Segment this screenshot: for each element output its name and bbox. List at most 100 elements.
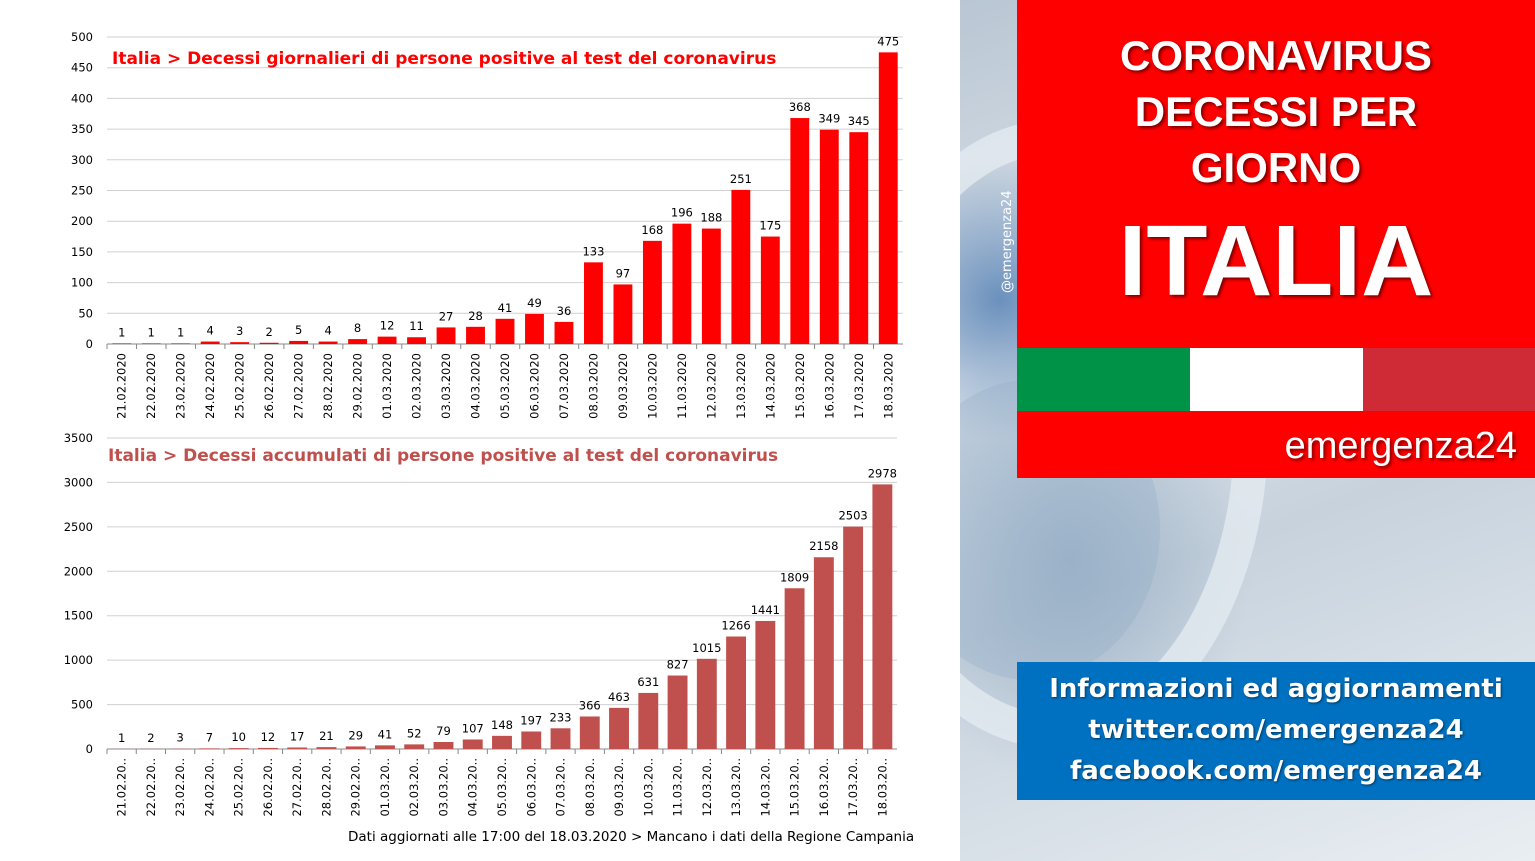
x-tick-label: 02.03.20.. (407, 758, 421, 817)
x-tick-label: 10.03.20.. (641, 758, 655, 817)
x-tick-label: 06.03.2020 (527, 353, 541, 419)
data-label: 29 (348, 728, 363, 742)
bar (289, 340, 309, 344)
data-label: 12 (261, 730, 276, 744)
x-tick-label: 08.03.2020 (586, 353, 600, 419)
data-label: 1441 (751, 603, 780, 617)
charts-panel: 0 50 100 150 200 250 300 350 400 450 500 1 21.02.202… (63, 30, 915, 845)
bar (819, 129, 839, 344)
data-label: 168 (641, 223, 663, 237)
data-label: 2 (147, 731, 154, 745)
bar (579, 716, 600, 749)
y-tick-label: 100 (71, 276, 93, 290)
data-label: 107 (462, 721, 484, 735)
y-tick-label: 250 (71, 184, 93, 198)
bar (407, 337, 426, 344)
x-tick-label: 24.02.20.. (202, 758, 216, 817)
x-tick-label: 01.03.20.. (378, 758, 392, 817)
bar (171, 343, 191, 344)
headline-line-1: CORONAVIRUS (1120, 32, 1432, 79)
x-tick-label: 13.03.20.. (729, 758, 743, 817)
bar (878, 52, 898, 344)
headline-line-2: DECESSI PER (1134, 88, 1418, 135)
bar (521, 731, 542, 749)
bar (731, 189, 751, 344)
bar (613, 284, 633, 344)
x-tick-label: 22.02.20.. (144, 758, 158, 817)
flag-white-stripe (1190, 348, 1363, 411)
bar (609, 707, 629, 749)
bar (436, 327, 456, 344)
data-label: 3 (236, 324, 243, 338)
y-tick-label: 0 (86, 337, 93, 351)
x-tick-label: 07.03.20.. (554, 758, 568, 817)
data-label: 233 (550, 710, 572, 724)
x-tick-label: 05.03.20.. (495, 758, 509, 817)
headline-country: ITALIA (1118, 205, 1434, 317)
y-tick-label: 0 (86, 742, 93, 756)
data-label: 8 (354, 321, 361, 335)
cumulative-chart-title: Italia > Decessi accumulati di persone p… (108, 446, 779, 466)
bar (584, 262, 603, 344)
facebook-link[interactable]: facebook.com/emergenza24 (1069, 756, 1483, 786)
bar (230, 342, 250, 344)
data-label: 41 (498, 301, 513, 315)
y-tick-label: 3500 (64, 431, 93, 445)
y-tick-label: 300 (71, 153, 93, 167)
x-tick-label: 23.02.2020 (174, 353, 188, 419)
data-label: 1809 (780, 570, 809, 584)
bar (466, 326, 485, 344)
y-tick-label: 1500 (64, 609, 93, 623)
data-label: 2158 (809, 539, 838, 553)
bar (638, 692, 659, 749)
data-label: 1266 (721, 619, 750, 633)
data-label: 345 (848, 114, 870, 128)
x-tick-label: 01.03.2020 (380, 353, 394, 419)
x-tick-label: 16.03.20.. (817, 758, 831, 817)
bar (228, 748, 249, 749)
bar (492, 735, 512, 749)
bar (433, 741, 454, 749)
brand-name: emergenza24 (1284, 425, 1517, 467)
x-tick-label: 23.02.20.. (173, 758, 187, 817)
y-tick-label: 350 (71, 122, 93, 136)
y-tick-label: 2500 (64, 520, 93, 534)
x-tick-label: 18.03.20.. (875, 758, 889, 817)
x-tick-label: 21.02.20.. (115, 758, 129, 817)
data-label: 27 (439, 309, 454, 323)
x-tick-label: 27.02.2020 (292, 353, 306, 419)
x-tick-label: 25.02.2020 (233, 353, 247, 419)
bar (375, 745, 395, 749)
data-label: 1 (118, 325, 125, 339)
handle-text: @emergenza24 (1000, 190, 1015, 293)
x-tick-label: 07.03.2020 (557, 353, 571, 419)
data-label: 5 (295, 323, 302, 337)
x-tick-label: 25.02.20.. (232, 758, 246, 817)
bar (667, 675, 688, 749)
data-label: 41 (378, 727, 393, 741)
twitter-link[interactable]: twitter.com/emergenza24 (1088, 715, 1464, 745)
data-label: 1015 (692, 641, 721, 655)
y-tick-label: 400 (71, 91, 93, 105)
data-label: 97 (616, 266, 631, 280)
y-tick-label: 3000 (64, 475, 93, 489)
x-tick-label: 11.03.2020 (675, 353, 689, 419)
data-label: 1 (148, 325, 155, 339)
x-tick-label: 03.03.2020 (439, 353, 453, 419)
x-tick-label: 22.02.2020 (144, 353, 158, 419)
x-tick-label: 08.03.20.. (583, 758, 597, 817)
x-tick-label: 27.02.20.. (290, 758, 304, 817)
data-label: 2978 (868, 466, 897, 480)
data-label: 349 (818, 112, 840, 126)
flag-green-stripe (1017, 348, 1190, 411)
bar (316, 747, 337, 749)
x-tick-label: 09.03.20.. (612, 758, 626, 817)
bar (760, 236, 780, 344)
bar (550, 728, 571, 749)
y-tick-label: 50 (78, 306, 93, 320)
x-tick-label: 29.02.20.. (349, 758, 363, 817)
bar (112, 343, 132, 344)
x-tick-label: 03.03.20.. (436, 758, 450, 817)
data-label: 133 (582, 244, 604, 258)
bar (642, 240, 662, 344)
